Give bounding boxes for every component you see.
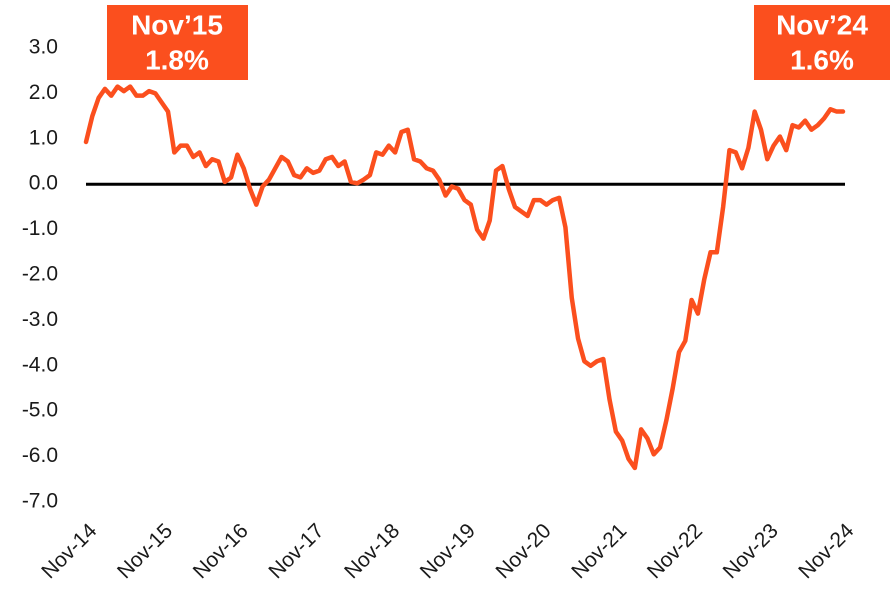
annotation-box (107, 5, 248, 80)
annotation-text: 1.8% (145, 44, 209, 75)
y-tick-label: -5.0 (22, 399, 58, 422)
line-series (83, 84, 846, 471)
y-tick-label: 3.0 (29, 36, 58, 59)
x-tick-label: Nov-21 (567, 519, 631, 583)
x-tick-label: Nov-14 (37, 519, 101, 583)
x-tick-label: Nov-24 (794, 519, 858, 583)
y-tick-label: -3.0 (22, 308, 58, 331)
y-tick-label: 2.0 (29, 81, 58, 104)
x-tick-label: Nov-23 (719, 519, 783, 583)
x-tick-label: Nov-16 (189, 519, 253, 583)
x-tick-label: Nov-15 (113, 519, 177, 583)
annotation-label: Nov’24 (776, 9, 868, 40)
y-tick-label: -4.0 (22, 353, 58, 376)
annotation-text: 1.6% (790, 44, 854, 75)
x-tick-label: Nov-22 (643, 519, 707, 583)
y-tick-label: -6.0 (22, 444, 58, 467)
x-tick-label: Nov-18 (340, 519, 404, 583)
annotation-label: Nov’15 (131, 9, 223, 40)
y-tick-label: 0.0 (29, 172, 58, 195)
annotation-box (754, 5, 890, 80)
y-tick-label: -7.0 (22, 490, 58, 513)
y-tick-label: 1.0 (29, 126, 58, 149)
x-tick-label: Nov-20 (492, 519, 556, 583)
x-tick-label: Nov-17 (264, 519, 328, 583)
x-tick-label: Nov-19 (416, 519, 480, 583)
y-tick-label: -1.0 (22, 217, 58, 240)
y-tick-label: -2.0 (22, 263, 58, 286)
